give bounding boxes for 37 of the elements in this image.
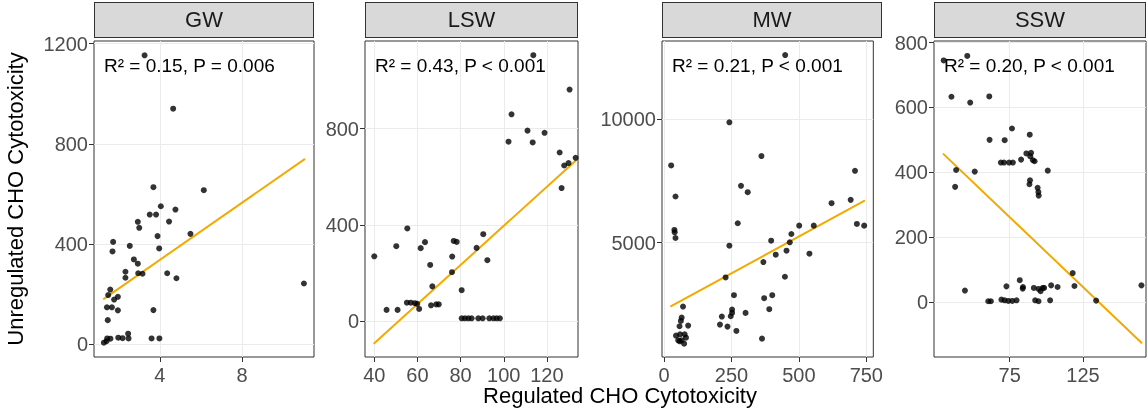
chart-title: GW <box>94 2 314 38</box>
chart-title: MW <box>662 2 882 38</box>
annotation: R² = 0.15, P = 0.006 <box>104 55 275 76</box>
y-tick-label: 800 <box>54 132 88 155</box>
x-tick-label: 4 <box>154 364 166 386</box>
y-tick-label: 10000 <box>600 107 656 130</box>
x-tick-label: 8 <box>236 364 248 386</box>
x-axis-title: Regulated CHO Cytotoxicity <box>483 383 757 409</box>
annotation: R² = 0.20, P < 0.001 <box>944 55 1115 76</box>
y-tick-label: 400 <box>894 161 928 184</box>
annotation: R² = 0.43, P < 0.001 <box>375 55 546 76</box>
chart-title: SSW <box>934 2 1146 38</box>
y-tick-label: 800 <box>894 31 928 54</box>
y-tick-label: 400 <box>54 233 88 256</box>
x-tick-label: 100 <box>487 364 521 386</box>
x-tick-label: 500 <box>782 364 816 386</box>
x-tick-label: 60 <box>406 364 429 386</box>
x-tick-label: 120 <box>530 364 564 386</box>
y-axis-title: Unregulated CHO Cytotoxicity <box>3 52 29 346</box>
y-tick-label: 5000 <box>611 231 656 254</box>
x-tick-label: 0 <box>658 364 670 386</box>
annotation: R² = 0.21, P < 0.001 <box>672 55 843 76</box>
x-tick-label: 75 <box>998 364 1021 386</box>
y-tick-label: 1200 <box>43 32 88 55</box>
chart-title: LSW <box>365 2 578 38</box>
y-tick-label: 0 <box>916 290 928 313</box>
x-tick-label: 250 <box>714 364 749 386</box>
y-tick-label: 200 <box>894 226 928 249</box>
x-tick-label: 40 <box>363 364 386 386</box>
y-tick-label: 400 <box>325 213 359 236</box>
y-tick-label: 600 <box>894 96 928 119</box>
x-tick-label: 125 <box>1066 364 1100 386</box>
y-tick-label: 0 <box>76 333 88 356</box>
x-tick-label: 750 <box>849 364 883 386</box>
y-tick-label: 0 <box>347 309 359 332</box>
x-tick-label: 80 <box>449 364 472 386</box>
y-tick-label: 800 <box>325 117 359 140</box>
